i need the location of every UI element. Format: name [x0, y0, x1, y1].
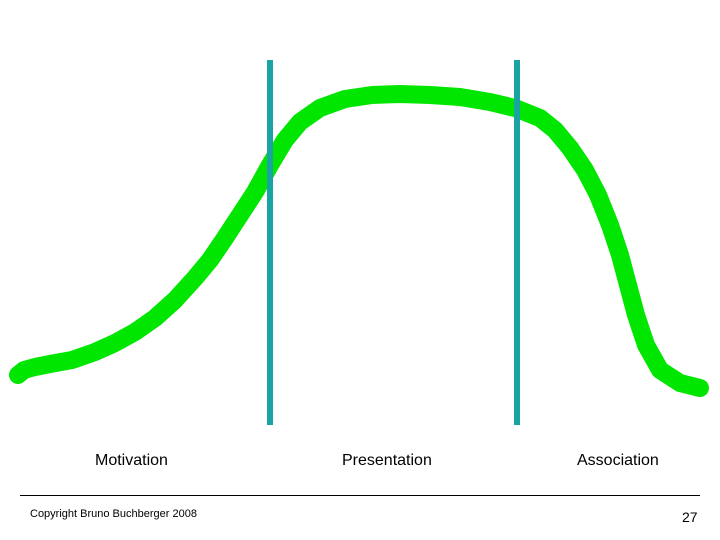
curve-path: [18, 94, 700, 388]
label-presentation: Presentation: [342, 452, 432, 470]
footer-divider: [20, 495, 700, 496]
label-association: Association: [577, 452, 659, 470]
page-number: 27: [682, 509, 698, 525]
label-motivation: Motivation: [95, 452, 168, 470]
copyright-text: Copyright Bruno Buchberger 2008: [30, 508, 197, 520]
